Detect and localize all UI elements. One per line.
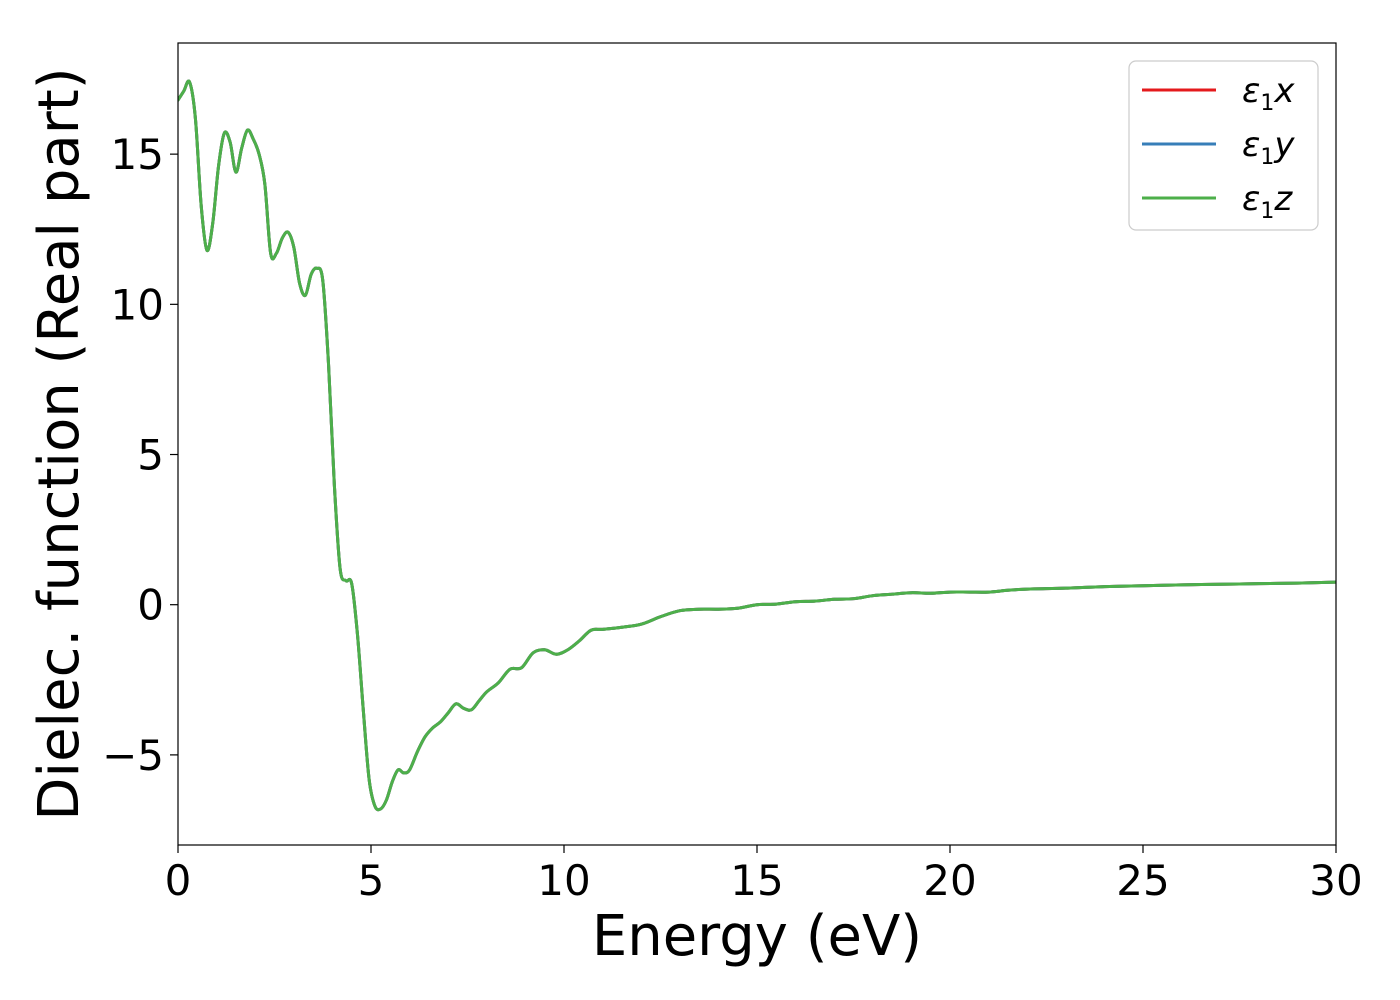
- y-tick-label: 10: [111, 280, 164, 329]
- legend-label: ε1y: [1242, 125, 1295, 170]
- y-axis-ticks: −5 0 5 10 15: [102, 130, 178, 780]
- x-tick-label: 5: [358, 856, 385, 905]
- x-tick-label: 30: [1309, 856, 1362, 905]
- x-axis-label: Energy (eV): [592, 904, 922, 969]
- series-line-3: [178, 79, 1336, 812]
- legend: ε1x ε1y ε1z: [1128, 60, 1319, 231]
- x-tick-label: 10: [537, 856, 590, 905]
- y-axis-label: Dielec. function (Real part): [27, 67, 92, 820]
- legend-box: [1128, 60, 1319, 231]
- x-tick-label: 25: [1116, 856, 1169, 905]
- y-tick-label: 0: [137, 581, 164, 630]
- x-axis-ticks: 0 5 10 15 20 25 30: [165, 845, 1363, 905]
- legend-label: ε1z: [1242, 179, 1293, 224]
- series-layer: [178, 79, 1336, 812]
- legend-label: ε1x: [1242, 71, 1295, 116]
- y-tick-label: 15: [111, 130, 164, 179]
- x-tick-label: 0: [165, 856, 192, 905]
- y-tick-label: −5: [102, 731, 164, 780]
- y-tick-label: 5: [137, 431, 164, 480]
- x-tick-label: 15: [730, 856, 783, 905]
- x-tick-label: 20: [923, 856, 976, 905]
